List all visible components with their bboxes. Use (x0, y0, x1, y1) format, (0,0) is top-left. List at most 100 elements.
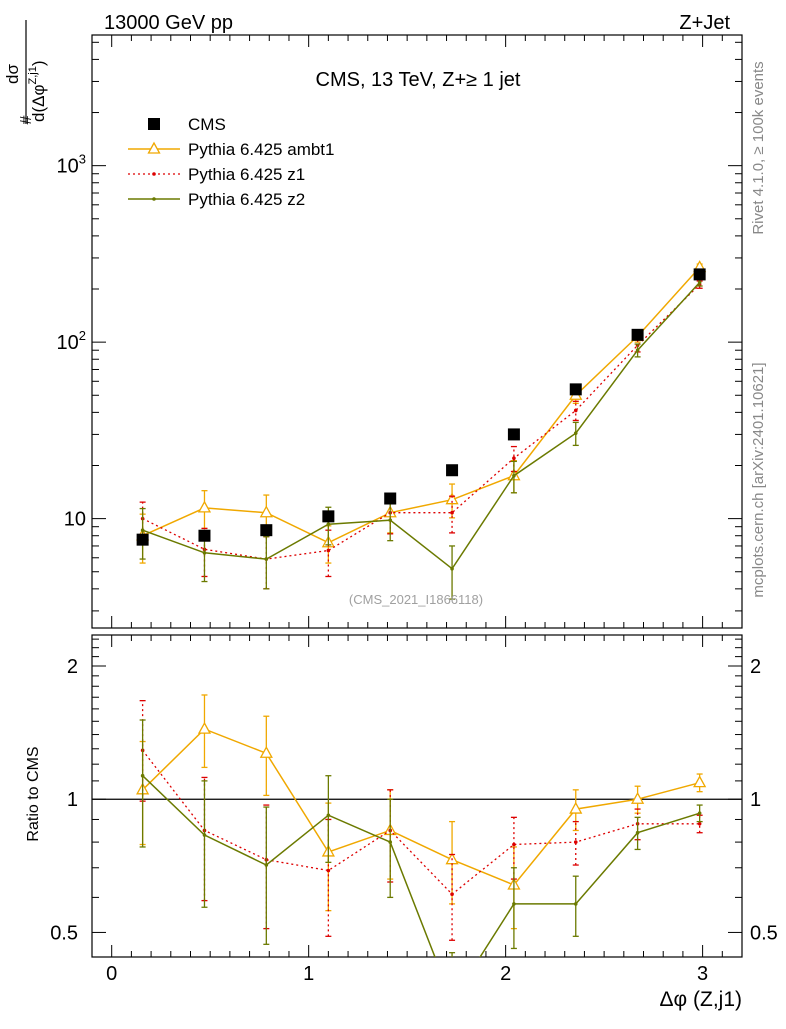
cms-data-point (631, 328, 644, 341)
ratio-ylabel: Ratio to CMS (25, 746, 42, 841)
ratio-y-tick-label-left: 2 (67, 656, 78, 678)
dot-marker (326, 548, 331, 553)
dot-marker (388, 840, 393, 844)
ratio-y-tick-label-right: 0.5 (750, 922, 778, 944)
dot-marker (140, 528, 145, 532)
ylabel-denominator: d(Δφ (29, 85, 48, 123)
y-tick-label: 103 (57, 152, 86, 178)
dot-marker (573, 408, 578, 413)
legend-entry: CMS (148, 115, 226, 134)
main-series (136, 260, 707, 564)
triangle-marker (147, 141, 161, 154)
ratio-line (142, 728, 700, 886)
dot-marker (326, 868, 331, 873)
dot-marker (264, 863, 269, 867)
dot-marker (573, 431, 578, 435)
legend-label: Pythia 6.425 z1 (188, 165, 305, 184)
triangle-marker (197, 500, 212, 513)
x-tick-label: 2 (500, 963, 511, 985)
triangle-marker (445, 492, 459, 505)
svg-text:dσ: dσ (3, 64, 22, 84)
legend-label: Pythia 6.425 z2 (188, 190, 305, 209)
x-axis-label: Δφ (Z,j1) (660, 988, 742, 1011)
ratio-series (139, 719, 703, 1003)
cms-data-point (446, 464, 459, 477)
dot-marker (697, 821, 702, 826)
ratio-y-tick-label-right: 1 (750, 789, 761, 811)
dot-marker (264, 557, 269, 561)
triangle-marker (259, 745, 273, 758)
legend-entry: Pythia 6.425 z2 (128, 190, 305, 209)
legend-entry: Pythia 6.425 ambt1 (128, 140, 334, 159)
x-tick-label: 3 (697, 963, 708, 985)
legend-label: Pythia 6.425 ambt1 (188, 140, 334, 159)
main-series (139, 280, 703, 590)
y-tick-base: 10 (57, 332, 79, 354)
dot-marker (512, 842, 516, 847)
mcplots-label: mcplots.cern.ch [arXiv:2401.10621] (750, 362, 767, 597)
dot-marker (326, 813, 331, 818)
ratio-y-tick-label-right: 2 (750, 656, 761, 678)
dot-marker (697, 811, 702, 815)
triangle-marker (631, 791, 645, 804)
ratio-y-tick-label-left: 0.5 (50, 922, 78, 944)
cms-data-point (384, 492, 397, 505)
dot-marker (140, 773, 145, 778)
dot-marker (512, 473, 516, 478)
legend-label: CMS (188, 115, 226, 134)
dot-marker (635, 348, 640, 353)
legend-entry: Pythia 6.425 z1 (128, 165, 305, 184)
triangle-marker (197, 721, 212, 734)
y-tick-label: 10 (64, 509, 86, 531)
dot-marker (573, 902, 578, 906)
dot-marker (573, 840, 578, 844)
process-label: Z+Jet (679, 12, 730, 34)
ratio-frame (91, 634, 743, 958)
analysis-watermark: (CMS_2021_I1866118) (349, 592, 483, 607)
triangle-marker (569, 801, 583, 814)
ylabel-close: ) (29, 60, 48, 66)
rivet-label: Rivet 4.1.0, ≥ 100k events (750, 61, 767, 234)
x-tick-label: 0 (106, 963, 117, 985)
svg-text:d(ΔφZ,j1): d(ΔφZ,j1) (27, 60, 48, 122)
cms-data-point (693, 268, 706, 281)
cms-data-point (507, 428, 520, 441)
ratio-line (142, 775, 700, 957)
x-tick-label: 1 (303, 963, 314, 985)
dot-marker (450, 510, 454, 515)
ratio-plot: 0 1 2 3 0.5 0.5 1 1 2 2 (50, 634, 778, 1003)
y-tick-exponent: 3 (79, 152, 86, 167)
main-line (142, 266, 701, 544)
main-line (142, 281, 701, 570)
triangle-marker (259, 505, 273, 518)
legend-cms-marker (148, 118, 160, 130)
y-tick-label: 102 (57, 328, 86, 354)
dot-marker (326, 522, 331, 526)
plot-title: CMS, 13 TeV, Z+≥ 1 jet (316, 69, 521, 91)
y-tick-base: 10 (64, 509, 86, 531)
cms-data-point (136, 533, 149, 546)
dot-marker (512, 456, 516, 460)
y-tick-base: 10 (57, 156, 79, 178)
dot-marker (450, 999, 454, 1003)
dot-marker (388, 518, 393, 522)
cms-data-point (260, 524, 273, 537)
triangle-marker (693, 775, 707, 788)
dot-marker (697, 280, 702, 285)
dot-marker (152, 197, 156, 201)
cms-data-point (322, 510, 335, 523)
energy-label: 13000 GeV pp (104, 12, 233, 34)
y-tick-exponent: 2 (79, 328, 86, 343)
main-series (139, 278, 703, 600)
ylabel-numerator: dσ (3, 64, 22, 84)
ratio-line (142, 749, 700, 896)
main-ylabel: # dσ d(ΔφZ,j1) (3, 20, 48, 124)
ratio-y-tick-label-left: 1 (67, 789, 78, 811)
cms-data-point (569, 383, 582, 396)
dot-marker (202, 551, 207, 555)
dot-marker (450, 892, 454, 897)
cms-data-point (198, 529, 211, 542)
